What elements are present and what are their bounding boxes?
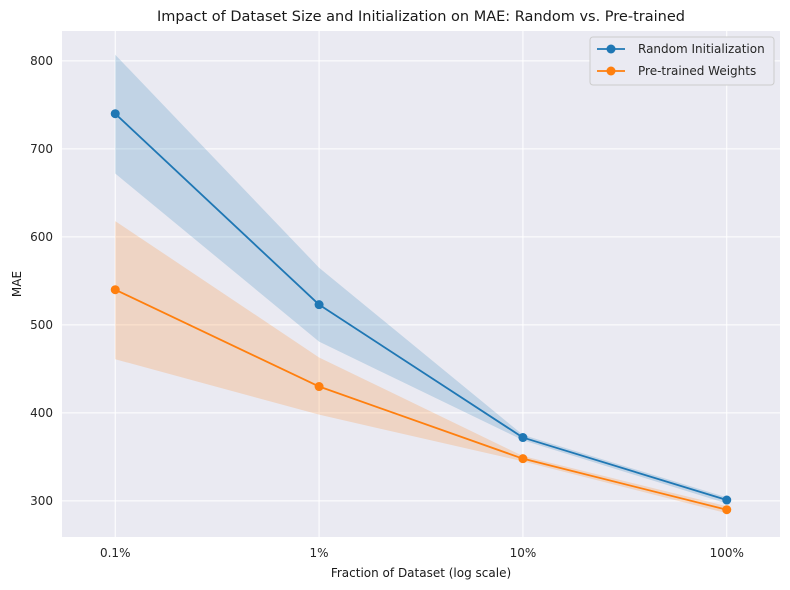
x-tick-label: 100%: [710, 546, 744, 560]
plot-area: [62, 31, 780, 537]
y-tick-label: 500: [30, 318, 53, 332]
y-tick-label: 600: [30, 230, 53, 244]
x-tick-label: 1%: [310, 546, 329, 560]
point-random: [314, 300, 324, 310]
y-tick-label: 400: [30, 406, 53, 420]
y-tick-label: 700: [30, 142, 53, 156]
series-lines: [114, 113, 728, 511]
x-axis-label: Fraction of Dataset (log scale): [331, 566, 511, 580]
legend-marker-random: [606, 44, 616, 54]
line-random: [114, 113, 728, 501]
legend-box: [589, 36, 775, 86]
y-tick-label: 300: [30, 494, 53, 508]
y-axis-label: MAE: [10, 271, 24, 297]
point-pretrained: [518, 454, 528, 464]
point-pretrained: [314, 382, 324, 392]
legend-label-pretrained: Pre-trained Weights: [638, 64, 756, 78]
legend: Random Initialization Pre-trained Weight…: [589, 36, 775, 86]
band-pretrained: [115, 221, 727, 514]
legend-label-random: Random Initialization: [638, 42, 765, 56]
confidence-bands: [115, 54, 727, 514]
chart-title: Impact of Dataset Size and Initializatio…: [157, 9, 685, 25]
y-tick-label: 800: [30, 54, 53, 68]
x-tick-label: 10%: [510, 546, 537, 560]
point-random: [518, 433, 528, 443]
line-pretrained: [114, 288, 727, 511]
point-random: [110, 109, 120, 119]
point-pretrained: [722, 505, 732, 515]
x-tick-label: 0.1%: [100, 546, 131, 560]
point-pretrained: [110, 285, 120, 295]
grid: [62, 31, 780, 537]
legend-marker-pretrained: [606, 66, 616, 76]
tick-labels: 300 400 500 600 700 800 0.1% 1% 10% 100%: [30, 54, 744, 560]
point-random: [722, 495, 732, 505]
data-points: [110, 109, 732, 515]
